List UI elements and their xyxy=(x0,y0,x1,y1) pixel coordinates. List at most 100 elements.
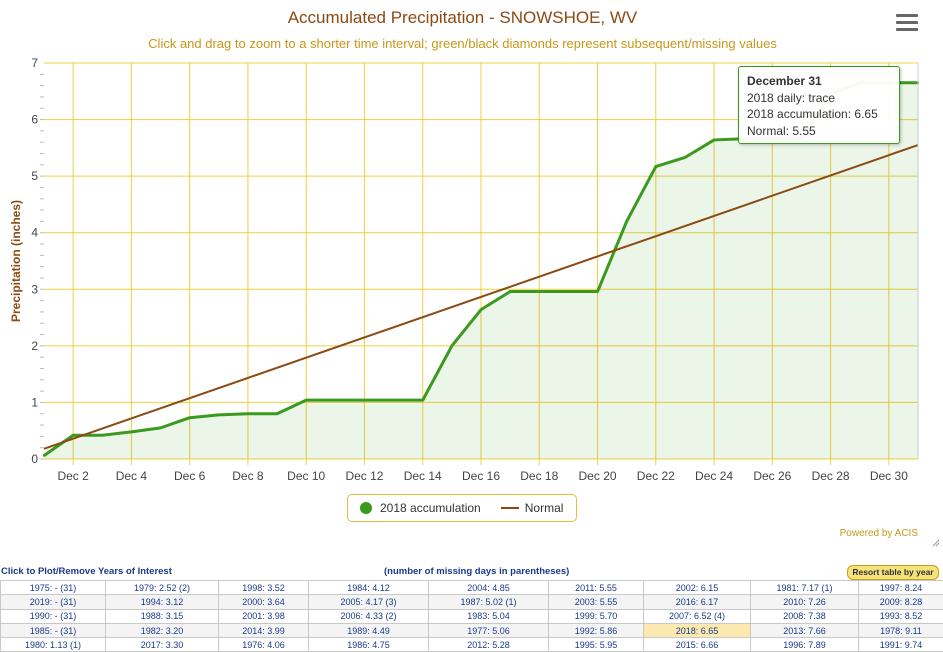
year-cell[interactable]: 2015: 6.66 xyxy=(643,637,751,652)
year-cell[interactable]: 1979: 2.52 (2) xyxy=(105,579,219,596)
year-cell[interactable]: 2003: 5.55 xyxy=(548,594,644,610)
x-tick-label: Dec 12 xyxy=(345,469,383,483)
accumulation-point xyxy=(42,454,46,457)
year-cell[interactable]: 1985: - (31) xyxy=(0,622,106,639)
year-cell[interactable]: 1976: 4.06 xyxy=(218,637,309,652)
tooltip-daily: 2018 daily: trace xyxy=(747,90,836,105)
year-cell[interactable]: 2014: 3.99 xyxy=(218,622,309,639)
legend-item-normal[interactable]: Normal xyxy=(481,501,564,515)
year-cell[interactable]: 1978: 9.11 xyxy=(858,622,943,639)
tooltip: December 31 2018 daily: trace 2018 accum… xyxy=(738,66,900,144)
year-cell[interactable]: 1983: 5.04 xyxy=(428,608,549,624)
x-tick-label: Dec 20 xyxy=(579,469,617,483)
x-tick-label: Dec 8 xyxy=(232,469,264,483)
year-cell[interactable]: 1997: 8.24 xyxy=(858,579,943,596)
year-cell[interactable]: 1987: 5.02 (1) xyxy=(428,594,549,610)
year-cell[interactable]: 1980: 1.13 (1) xyxy=(0,637,106,652)
years-table: 1975: - (31) 1979: 2.52 (2) 1998: 3.52 1984… xyxy=(0,579,943,652)
normal-line xyxy=(43,144,919,450)
year-cell[interactable]: 2012: 5.28 xyxy=(428,637,549,652)
year-cell[interactable]: 2011: 5.55 xyxy=(548,579,644,596)
year-cell[interactable]: 2010: 7.26 xyxy=(750,594,859,610)
accumulation-point xyxy=(508,290,512,293)
year-cell[interactable]: 1991: 9.74 xyxy=(858,637,943,652)
year-cell[interactable]: 2007: 6.52 (4) xyxy=(643,608,751,624)
x-tick-label: Dec 18 xyxy=(520,469,558,483)
accumulation-point xyxy=(275,412,279,415)
accumulation-point xyxy=(363,398,366,402)
legend-label-normal: Normal xyxy=(524,501,564,515)
accumulation-point xyxy=(159,426,162,430)
table-row: 2019: - (31) 1994: 3.12 2000: 3.64 2005: 4.… xyxy=(0,594,943,610)
legend-marker-normal xyxy=(500,507,519,509)
accumulation-point xyxy=(538,290,541,293)
accumulation-point xyxy=(567,290,570,293)
year-cell[interactable]: 1986: 4.75 xyxy=(308,637,429,652)
legend-item-accumulation[interactable]: 2018 accumulation xyxy=(348,501,481,515)
accumulation-point xyxy=(246,412,250,415)
year-cell[interactable]: 2000: 3.64 xyxy=(218,594,309,610)
year-cell[interactable]: 2001: 3.98 xyxy=(218,608,309,624)
tooltip-title: December 31 xyxy=(747,74,822,88)
accumulation-point xyxy=(71,434,75,437)
y-tick-label: 4 xyxy=(31,226,38,240)
y-tick-label: 6 xyxy=(31,113,38,127)
x-tick-label: Dec 28 xyxy=(812,469,850,483)
year-cell[interactable]: 1999: 5.70 xyxy=(548,608,644,624)
year-cell[interactable]: 1992: 5.86 xyxy=(548,622,644,639)
chart-legend: 2018 accumulation Normal xyxy=(347,494,577,522)
x-tick-label: Dec 10 xyxy=(287,469,325,483)
year-cell[interactable]: 1975: - (31) xyxy=(0,579,106,596)
table-row: 1975: - (31) 1979: 2.52 (2) 1998: 3.52 1984… xyxy=(0,579,943,596)
year-cell[interactable]: 1989: 4.49 xyxy=(308,622,429,639)
y-tick-label: 5 xyxy=(31,169,38,183)
y-tick-label: 3 xyxy=(31,282,38,296)
year-cell[interactable]: 1977: 5.06 xyxy=(428,622,549,639)
year-cell[interactable]: 1993: 8.52 xyxy=(858,608,943,624)
x-tick-label: Dec 16 xyxy=(462,469,500,483)
year-cell[interactable]: 1996: 7.89 xyxy=(750,637,859,652)
resize-handle-icon[interactable] xyxy=(930,537,940,547)
chart-title: Accumulated Precipitation - SNOWSHOE, WV xyxy=(287,8,638,27)
legend-label-accumulation: 2018 accumulation xyxy=(380,501,481,515)
table-instructions: Click to Plot/Remove Years of Interest xyxy=(1,566,172,577)
tooltip-normal: Normal: 5.55 xyxy=(747,123,816,138)
year-cell[interactable]: 1984: 4.12 xyxy=(308,579,429,596)
x-tick-label: Dec 22 xyxy=(637,469,675,483)
accumulation-point xyxy=(479,308,483,311)
accumulation-point xyxy=(334,398,337,402)
year-cell[interactable]: 2008: 7.38 xyxy=(750,608,859,624)
accumulation-point xyxy=(450,344,454,348)
year-cell[interactable]: 2006: 4.33 (2) xyxy=(308,608,429,624)
x-tick-label: Dec 4 xyxy=(116,469,148,483)
year-cell[interactable]: 1995: 5.95 xyxy=(548,637,644,652)
x-tick-label: Dec 6 xyxy=(174,469,206,483)
year-cell[interactable]: 2018: 6.65 xyxy=(643,622,751,639)
hamburger-menu-icon[interactable] xyxy=(896,14,918,32)
year-cell[interactable]: 2013: 7.66 xyxy=(750,622,859,639)
precipitation-chart[interactable]: 0 1 2 3 4 5 6 7 Dec 2 Dec 4 Dec 6 Dec 8 Dec 10 Dec 12… xyxy=(0,0,943,560)
table-row: 1980: 1.13 (1) 2017: 3.30 1976: 4.06 1986: … xyxy=(0,637,943,652)
year-cell[interactable]: 1988: 3.15 xyxy=(105,608,219,624)
accumulation-point xyxy=(305,398,308,402)
accumulation-point xyxy=(712,138,716,142)
powered-by-credit[interactable]: Powered by ACIS xyxy=(839,528,918,539)
year-cell[interactable]: 2009: 8.28 xyxy=(858,594,943,610)
year-cell[interactable]: 2002: 6.15 xyxy=(643,579,751,596)
year-cell[interactable]: 2004: 4.85 xyxy=(428,579,549,596)
year-cell[interactable]: 1994: 3.12 xyxy=(105,594,219,610)
accumulation-point xyxy=(188,416,191,419)
year-cell[interactable]: 2016: 6.17 xyxy=(643,594,751,610)
accumulation-area xyxy=(44,82,918,460)
year-cell[interactable]: 2005: 4.17 (3) xyxy=(308,594,429,610)
year-cell[interactable]: 2019: - (31) xyxy=(0,594,106,610)
year-cell[interactable]: 1982: 3.20 xyxy=(105,622,219,639)
year-cell[interactable]: 2017: 3.30 xyxy=(105,637,219,652)
resort-table-button[interactable]: Resort table by year xyxy=(847,565,939,580)
y-axis-label: Precipitation (inches) xyxy=(9,200,23,322)
year-cell[interactable]: 1990: - (31) xyxy=(0,608,106,624)
year-cell[interactable]: 1998: 3.52 xyxy=(218,579,309,596)
year-cell[interactable]: 1981: 7.17 (1) xyxy=(750,579,859,596)
accumulation-point xyxy=(421,398,424,402)
y-tick-label: 7 xyxy=(31,56,38,70)
